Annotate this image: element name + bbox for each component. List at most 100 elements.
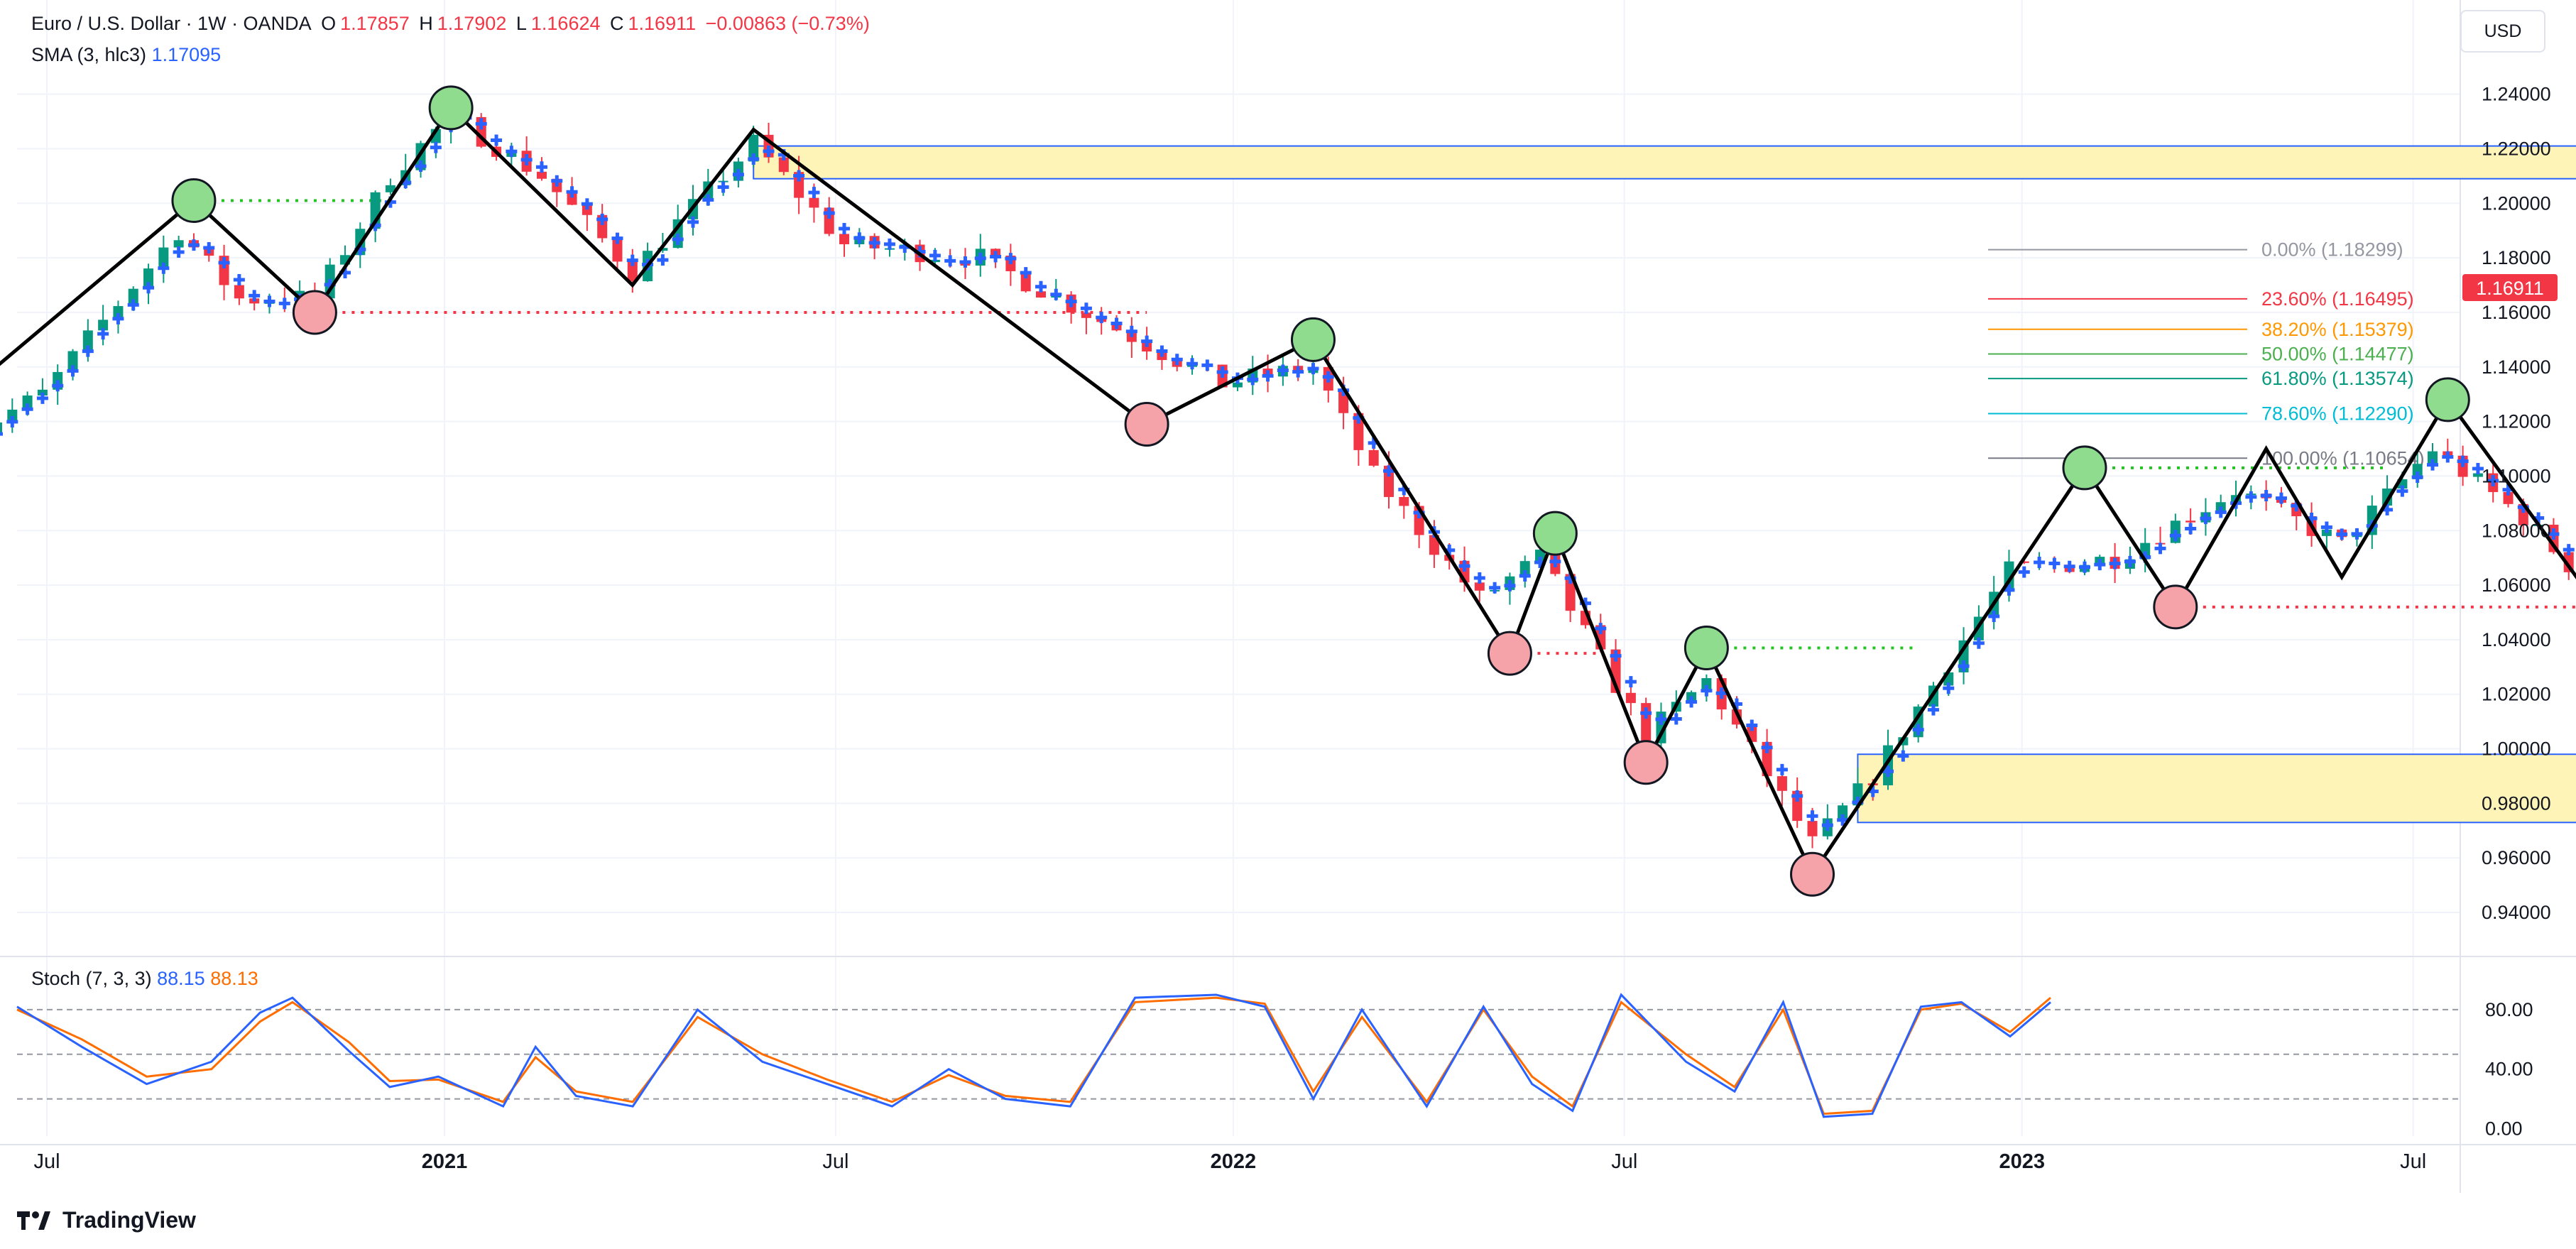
- candle-body: [173, 240, 184, 248]
- sma-marker: [990, 251, 1002, 263]
- sma-marker: [1201, 359, 1213, 371]
- candle-body: [1353, 413, 1364, 450]
- sma-marker: [158, 262, 170, 274]
- stoch-d-line: [16, 996, 2051, 1116]
- sma-marker: [2457, 455, 2469, 467]
- candle-body: [2472, 473, 2483, 477]
- sma-marker: [6, 416, 18, 428]
- sma-marker: [127, 299, 139, 311]
- sma-marker: [581, 198, 593, 210]
- sma-marker: [717, 181, 729, 193]
- sma-marker: [2063, 560, 2075, 572]
- sma-marker: [2185, 523, 2197, 535]
- stoch-tick-label: 80.00: [2485, 999, 2533, 1020]
- candle-body: [1807, 821, 1818, 836]
- sma-marker: [2411, 471, 2423, 484]
- sma-marker: [959, 256, 971, 268]
- price-tick-label: 1.06000: [2482, 574, 2551, 596]
- sma-marker: [1216, 366, 1228, 378]
- sma-marker: [520, 154, 533, 166]
- sma-marker: [732, 168, 744, 180]
- swing-low-marker: [1124, 401, 1169, 447]
- sma-marker: [1489, 582, 1501, 594]
- sma-marker: [430, 141, 442, 153]
- sma-marker: [1096, 312, 1108, 324]
- candle-body: [2185, 520, 2196, 523]
- sma-marker: [868, 237, 880, 249]
- sma-marker: [2427, 459, 2438, 471]
- swing-low-marker: [1790, 851, 1835, 897]
- sma-marker: [839, 222, 851, 234]
- sma-marker: [763, 146, 775, 158]
- sma-marker: [2320, 521, 2332, 533]
- candle-body: [582, 204, 592, 215]
- currency-button[interactable]: USD: [2460, 10, 2545, 53]
- sma-marker: [21, 403, 33, 415]
- symbol-header: Euro / U.S. Dollar · 1W · OANDA O 1.17857…: [31, 13, 874, 35]
- sma-marker: [1020, 267, 1032, 279]
- sma-markers: [0, 112, 2575, 831]
- sma-marker: [1080, 302, 1092, 315]
- fib-level-label: 23.60% (1.16495): [2261, 288, 2414, 310]
- swing-high-marker: [171, 178, 217, 223]
- sma-marker: [1595, 623, 1607, 635]
- candle-body: [612, 238, 623, 262]
- sma-marker: [1005, 253, 1017, 265]
- sma-marker: [1473, 572, 1485, 584]
- candle-body: [839, 234, 850, 244]
- sma-marker: [974, 252, 986, 264]
- price-tick-label: 0.98000: [2482, 792, 2551, 814]
- swing-high-marker: [428, 85, 474, 131]
- sma-marker: [1972, 637, 1985, 649]
- price-tick-label: 1.20000: [2482, 192, 2551, 214]
- sma-marker: [67, 365, 79, 377]
- sma-marker: [929, 249, 941, 261]
- change-value: −0.00863 (−0.73%): [705, 13, 870, 34]
- candle-body: [1762, 741, 1772, 777]
- candle-body: [82, 330, 93, 351]
- open-label: O: [321, 13, 337, 34]
- candle-body: [2428, 451, 2438, 464]
- sma-marker: [2154, 542, 2166, 555]
- sma-legend[interactable]: SMA (3, hlc3) 1.17095: [31, 44, 221, 66]
- tradingview-logo[interactable]: TradingView: [17, 1207, 196, 1233]
- candle-body: [536, 171, 547, 179]
- sma-marker: [36, 392, 48, 404]
- sma-marker: [491, 134, 503, 146]
- low-value: 1.16624: [530, 13, 601, 34]
- stoch-k-value: 88.15: [157, 968, 205, 989]
- candle-body: [22, 395, 33, 410]
- high-value: 1.17902: [437, 13, 507, 34]
- candle-body: [1368, 449, 1379, 466]
- swing-high-marker: [1532, 511, 1578, 556]
- price-tick-label: 1.10000: [2482, 465, 2551, 486]
- sma-marker: [1277, 364, 1289, 376]
- sma-marker: [1610, 650, 1622, 662]
- candle-body: [809, 197, 819, 208]
- sma-marker: [657, 254, 669, 266]
- candle-body: [1777, 776, 1787, 791]
- price-tick-label: 1.24000: [2482, 84, 2551, 105]
- sma-marker: [823, 207, 835, 219]
- time-tick-label: Jul: [2400, 1150, 2426, 1173]
- sma-marker: [1549, 555, 1561, 567]
- stoch-k-line: [16, 993, 2051, 1118]
- symbol-title[interactable]: Euro / U.S. Dollar · 1W · OANDA: [31, 13, 312, 34]
- sma-marker: [1640, 707, 1652, 719]
- stoch-legend[interactable]: Stoch (7, 3, 3) 88.15 88.13: [31, 968, 258, 990]
- candle-body: [1384, 465, 1394, 497]
- fibonacci-retracement[interactable]: 0.00% (1.18299) 23.60% (1.16495) 38.20% (1…: [1988, 239, 2425, 469]
- sma-marker: [1504, 579, 1516, 591]
- price-zones[interactable]: [753, 145, 2576, 824]
- price-tick-label: 1.02000: [2482, 684, 2551, 705]
- sma-marker: [2124, 555, 2136, 567]
- stoch-label: Stoch (7, 3, 3): [31, 968, 152, 989]
- sma-marker: [263, 295, 275, 307]
- swing-levels: [193, 199, 2576, 655]
- price-tick-label: 0.96000: [2482, 847, 2551, 868]
- sma-marker: [1988, 610, 2000, 622]
- sma-marker: [2548, 528, 2560, 540]
- sma-marker: [1655, 714, 1667, 726]
- sma-marker: [82, 345, 94, 357]
